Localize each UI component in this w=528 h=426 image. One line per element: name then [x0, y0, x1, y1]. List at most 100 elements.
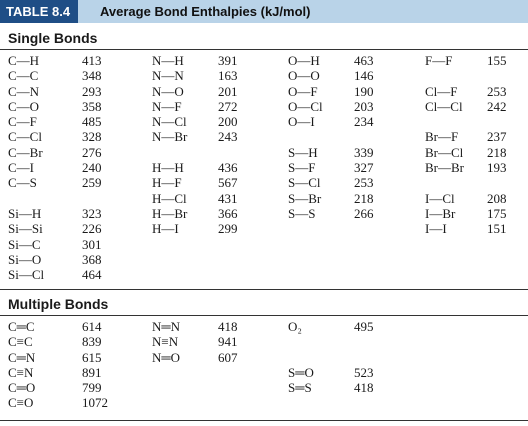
table-row: Si—Si 226 H—I 299 I—I 151 [8, 221, 520, 236]
enthalpy-value: 323 [82, 205, 102, 221]
table-row: C—O 358 N—F 272 O—Cl 203 Cl—Cl 242 [8, 99, 520, 114]
rule [0, 315, 528, 316]
bond-name [152, 380, 218, 395]
enthalpy-value [218, 252, 288, 267]
enthalpy-value: 328 [82, 129, 102, 145]
bond-name [425, 175, 487, 190]
enthalpy-value: 523 [354, 364, 374, 380]
bond-name: I—I [425, 221, 447, 237]
enthalpy-value [487, 68, 520, 83]
bond-name [152, 267, 218, 282]
bond-name: C≡C [8, 334, 33, 350]
bond-name: S═O [288, 364, 314, 380]
bond-name: C—C [8, 68, 39, 84]
bond-name: C—F [8, 114, 37, 130]
bond-name [152, 365, 218, 380]
table-row: Si—Cl 464 [8, 267, 520, 282]
enthalpy-value [354, 350, 425, 365]
bond-name: N—N [152, 68, 184, 84]
bond-name: Br—F [425, 129, 459, 145]
bond-name: C—H [8, 53, 40, 68]
enthalpy-value: 799 [82, 380, 102, 396]
enthalpy-value: 253 [487, 83, 507, 99]
enthalpy-value: 366 [218, 205, 238, 221]
bond-name [152, 395, 218, 410]
table-row: C—F 485 N—Cl 200 O—I 234 [8, 114, 520, 129]
enthalpy-value: 464 [82, 267, 102, 283]
enthalpy-value: 226 [82, 221, 102, 237]
bond-name: H—H [152, 160, 184, 176]
bond-table: C═C 614 N═N 418 O₂ 495 C≡C 839 N≡N 941 C═N 615 N═O 60… [8, 319, 520, 411]
bond-name: C═C [8, 319, 35, 334]
enthalpy-value [354, 395, 425, 410]
enthalpy-value: 418 [218, 319, 238, 334]
bond-name [288, 221, 354, 236]
enthalpy-value: 175 [487, 205, 507, 221]
enthalpy-value: 272 [218, 98, 238, 114]
bond-name: N—Cl [152, 114, 187, 130]
table-row: Si—O 368 [8, 252, 520, 267]
bond-name: S—S [288, 205, 316, 221]
table-row: C—H 413 N—H 391 O—H 463 F—F 155 [8, 53, 520, 68]
enthalpy-value: 839 [82, 334, 102, 350]
enthalpy-value [487, 334, 520, 349]
bond-name: O—F [288, 83, 318, 99]
bond-name: S—F [288, 160, 316, 176]
table-row: C—S 259 H—F 567 S—Cl 253 [8, 175, 520, 190]
enthalpy-value: 266 [354, 205, 374, 221]
enthalpy-value [354, 221, 425, 236]
table-row: C—C 348 N—N 163 O—O 146 [8, 68, 520, 83]
enthalpy-value: 155 [487, 53, 507, 68]
bond-name [425, 350, 487, 365]
bond-name: Si—Si [8, 221, 43, 237]
enthalpy-value: 463 [354, 53, 374, 68]
bond-name [425, 395, 487, 410]
table-row: C═O 799 S═S 418 [8, 380, 520, 395]
enthalpy-value: 193 [487, 160, 507, 176]
table-row: C≡N 891 S═O 523 [8, 365, 520, 380]
bond-name: O₂ [288, 319, 302, 334]
table-row: C═C 614 N═N 418 O₂ 495 [8, 319, 520, 334]
bond-name: N═O [152, 349, 180, 365]
enthalpy-value: 368 [82, 251, 102, 267]
enthalpy-value: 348 [82, 68, 102, 84]
bond-name: Cl—F [425, 83, 458, 99]
bond-name: C—S [8, 175, 37, 191]
bond-name [152, 237, 218, 252]
enthalpy-value: 208 [487, 190, 507, 206]
enthalpy-value [487, 252, 520, 267]
enthalpy-value: 431 [218, 190, 238, 206]
bond-name: S═S [288, 380, 312, 396]
enthalpy-value [354, 237, 425, 252]
bond-name [425, 334, 487, 349]
bond-name: C—I [8, 160, 34, 176]
enthalpy-value: 391 [218, 53, 238, 68]
enthalpy-value: 234 [354, 114, 374, 130]
table-row: C≡O 1072 [8, 395, 520, 410]
bond-name: S—H [288, 144, 318, 160]
bond-name: C—Cl [8, 129, 42, 145]
bond-name: C≡N [8, 364, 34, 380]
bond-name: I—Br [425, 205, 456, 221]
bond-name [425, 267, 487, 282]
table-header: TABLE 8.4 Average Bond Enthalpies (kJ/mo… [0, 0, 528, 23]
enthalpy-value: 358 [82, 98, 102, 114]
bond-name: O—I [288, 114, 315, 130]
table-row: Si—C 301 [8, 237, 520, 252]
enthalpy-value: 190 [354, 83, 374, 99]
bond-name: O—Cl [288, 98, 323, 114]
enthalpy-value: 242 [487, 98, 507, 114]
enthalpy-value [218, 395, 288, 410]
enthalpy-value: 413 [82, 53, 102, 68]
enthalpy-value: 301 [82, 236, 102, 252]
enthalpy-value [487, 319, 520, 334]
bond-name [425, 68, 487, 83]
bond-name: Br—Cl [425, 144, 464, 160]
section-title: Single Bonds [8, 30, 98, 46]
bond-name: N—H [152, 53, 184, 68]
bond-name: Si—O [8, 251, 42, 267]
rule [0, 420, 528, 421]
bond-name: H—F [152, 175, 182, 191]
bond-name [425, 237, 487, 252]
bond-name: H—I [152, 221, 179, 237]
